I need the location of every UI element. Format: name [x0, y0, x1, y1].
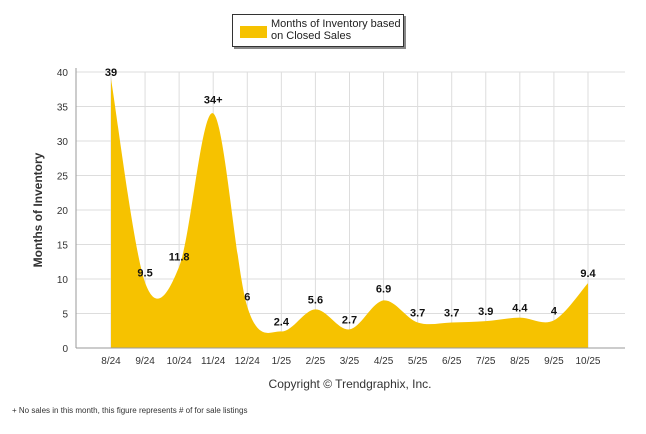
data-label: 9.5 [137, 267, 152, 279]
x-tick-label: 12/24 [235, 356, 260, 367]
y-tick-label: 5 [62, 310, 68, 321]
y-tick-label: 30 [57, 137, 69, 148]
series-area [111, 78, 588, 349]
data-label: 3.9 [478, 306, 493, 318]
y-tick-label: 15 [57, 241, 69, 252]
footnote: + No sales in this month, this figure re… [12, 406, 248, 415]
y-tick-label: 0 [62, 344, 68, 355]
x-tick-label: 7/25 [476, 356, 496, 367]
data-label: 6.9 [376, 283, 391, 295]
y-tick-label: 40 [57, 68, 69, 79]
x-tick-label: 9/24 [135, 356, 155, 367]
y-tick-label: 20 [57, 206, 69, 217]
data-label: 2.7 [342, 314, 357, 326]
y-tick-label: 35 [57, 103, 69, 114]
x-tick-label: 2/25 [306, 356, 326, 367]
data-label: 5.6 [308, 294, 323, 306]
y-tick-label: 25 [57, 172, 69, 183]
x-tick-label: 5/25 [408, 356, 428, 367]
x-tick-label: 8/24 [101, 356, 121, 367]
area-layer [111, 78, 588, 349]
x-tick-label: 6/25 [442, 356, 462, 367]
x-tick-label: 3/25 [340, 356, 360, 367]
legend-swatch [240, 26, 267, 38]
data-label-layer: 39 9.5 11.8 34+ 6 2.4 5.6 2.7 6.9 3.7 3.7 3.9 4.4 4 9.… [105, 67, 597, 329]
x-tick-label: 1/25 [272, 356, 292, 367]
inventory-area-chart: 0 5 10 15 20 25 30 35 40 8/24 9/24 10/24 11/24 12/24 1… [31, 67, 625, 391]
copyright-text: Copyright © Trendgraphix, Inc. [269, 377, 432, 391]
x-tick-label: 9/25 [544, 356, 564, 367]
data-label: 6 [244, 292, 250, 304]
x-tick-label: 11/24 [201, 356, 226, 367]
data-label: 3.7 [410, 307, 425, 319]
data-label: 9.4 [580, 268, 596, 280]
data-label: 2.4 [274, 316, 290, 328]
x-tick-label: 8/25 [510, 356, 530, 367]
data-label: 39 [105, 67, 117, 79]
data-label: 4.4 [512, 303, 528, 315]
x-tick-label: 10/24 [167, 356, 192, 367]
chart-legend: Months of Inventory based on Closed Sale… [232, 14, 404, 47]
data-label: 4 [551, 305, 558, 317]
x-tick-label: 10/25 [575, 356, 600, 367]
legend-label: Months of Inventory based on Closed Sale… [271, 18, 401, 42]
y-axis-label: Months of Inventory [31, 152, 45, 267]
y-tick-label: 10 [57, 275, 69, 286]
axis-layer: 0 5 10 15 20 25 30 35 40 8/24 9/24 10/24 11/24 12/24 1… [57, 68, 625, 367]
data-label: 34+ [204, 94, 223, 106]
data-label: 3.7 [444, 307, 459, 319]
data-label: 11.8 [169, 252, 190, 264]
x-tick-label: 4/25 [374, 356, 394, 367]
